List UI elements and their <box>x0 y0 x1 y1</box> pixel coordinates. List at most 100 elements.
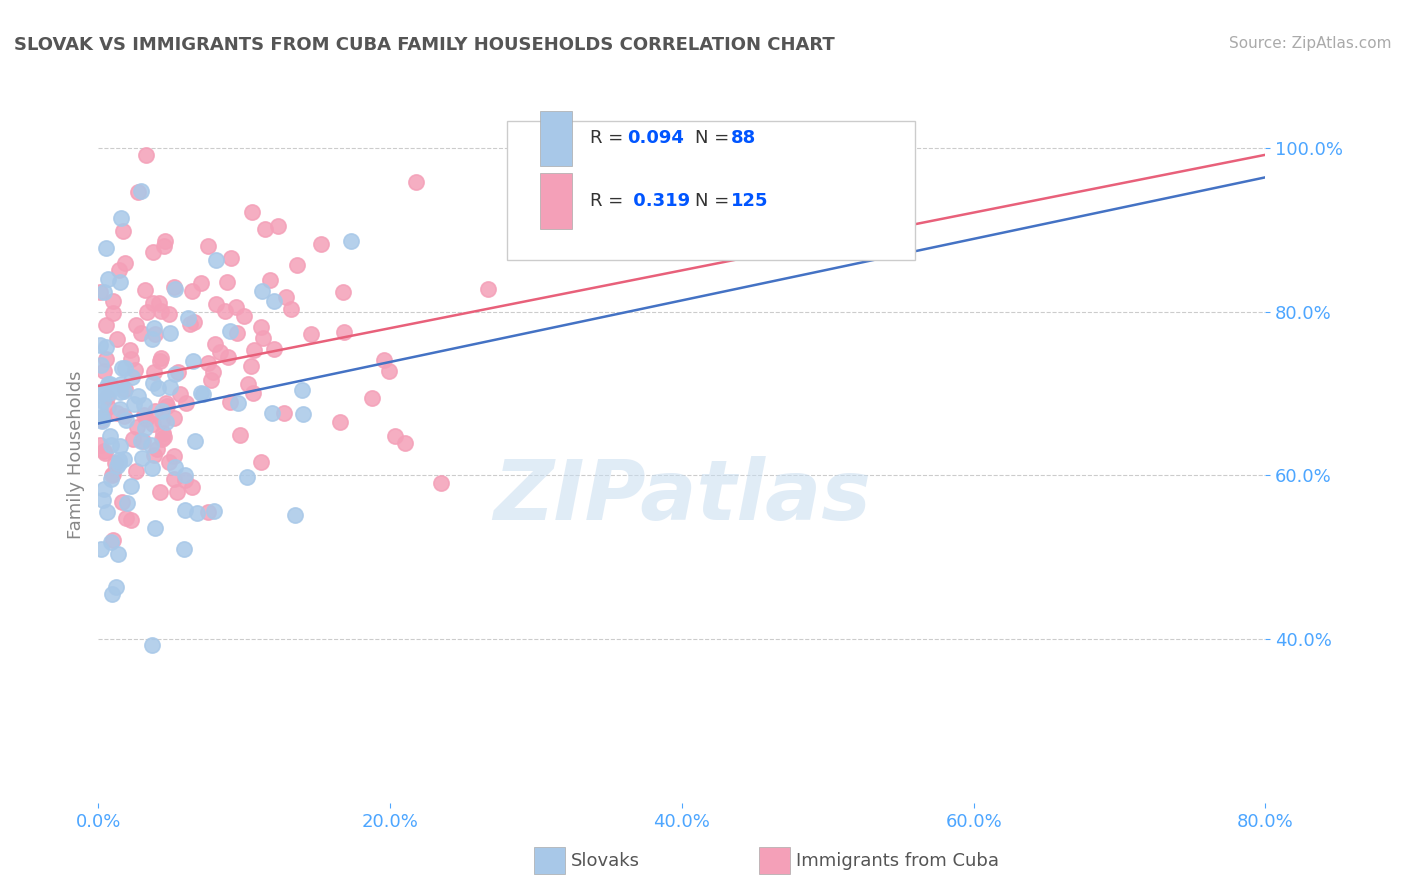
Point <box>114 413 136 427</box>
Point <box>477 282 499 296</box>
Point <box>184 434 207 449</box>
Point <box>169 387 191 401</box>
Point <box>105 406 128 420</box>
Point <box>129 184 152 198</box>
Point <box>152 425 174 440</box>
Point <box>142 244 165 259</box>
Text: N =: N = <box>695 192 735 210</box>
Point <box>94 241 117 255</box>
Point <box>225 300 247 314</box>
Point <box>131 450 153 465</box>
Text: Source: ZipAtlas.com: Source: ZipAtlas.com <box>1229 36 1392 51</box>
Point <box>135 411 157 425</box>
Point <box>108 439 131 453</box>
Point <box>121 369 143 384</box>
Point <box>150 404 173 418</box>
Point <box>100 472 122 486</box>
Point <box>101 306 124 320</box>
Point <box>291 407 314 421</box>
Point <box>183 315 205 329</box>
Point <box>191 387 214 401</box>
Point <box>108 276 131 290</box>
Point <box>111 360 134 375</box>
Point <box>263 342 285 356</box>
Point <box>96 380 118 394</box>
Point <box>93 482 115 496</box>
Point <box>149 484 172 499</box>
Point <box>139 438 162 452</box>
Point <box>114 511 136 525</box>
Point <box>179 317 201 331</box>
Point <box>107 547 129 561</box>
Point <box>114 382 136 396</box>
Point <box>163 280 186 294</box>
Point <box>104 581 127 595</box>
Point <box>89 437 111 451</box>
Point <box>378 364 401 378</box>
Point <box>153 239 176 253</box>
Point <box>103 533 125 547</box>
Point <box>100 438 122 452</box>
Point <box>143 365 166 379</box>
Text: SLOVAK VS IMMIGRANTS FROM CUBA FAMILY HOUSEHOLDS CORRELATION CHART: SLOVAK VS IMMIGRANTS FROM CUBA FAMILY HO… <box>14 36 835 54</box>
Point <box>181 480 204 494</box>
Point <box>166 484 188 499</box>
FancyBboxPatch shape <box>508 121 915 260</box>
Point <box>120 478 142 492</box>
Point <box>181 284 204 298</box>
Point <box>394 436 416 450</box>
Point <box>101 467 124 482</box>
Point <box>200 373 222 387</box>
Point <box>229 428 252 442</box>
Point <box>177 310 200 325</box>
Point <box>163 282 186 296</box>
Point <box>90 414 112 428</box>
Point <box>233 310 256 324</box>
Bar <box>540 173 572 229</box>
Point <box>141 638 163 652</box>
Point <box>97 377 120 392</box>
Point <box>259 273 281 287</box>
Point <box>127 185 149 199</box>
Point <box>91 492 114 507</box>
Point <box>100 534 122 549</box>
Point <box>125 464 148 478</box>
Point <box>94 352 117 367</box>
Text: Immigrants from Cuba: Immigrants from Cuba <box>796 852 998 870</box>
Point <box>91 384 114 398</box>
Point <box>190 277 212 291</box>
Bar <box>540 111 572 166</box>
Point <box>155 415 177 429</box>
Point <box>252 331 274 345</box>
Y-axis label: Family Households: Family Households <box>66 371 84 539</box>
Point <box>145 404 167 418</box>
Point <box>136 305 159 319</box>
Point <box>163 472 186 486</box>
Text: R =: R = <box>589 129 628 147</box>
Point <box>240 205 263 219</box>
Point <box>429 476 451 491</box>
Point <box>163 450 186 464</box>
Point <box>239 359 262 373</box>
Point <box>204 336 226 351</box>
Point <box>250 455 273 469</box>
Point <box>204 252 226 267</box>
Point <box>114 256 136 270</box>
Point <box>236 470 259 484</box>
Point <box>148 295 170 310</box>
Point <box>91 410 114 425</box>
Point <box>89 285 111 300</box>
Point <box>167 365 190 379</box>
Point <box>243 343 266 357</box>
Point <box>153 234 176 248</box>
Point <box>122 397 145 411</box>
Point <box>159 326 181 341</box>
Point <box>132 434 155 449</box>
Point <box>112 384 135 398</box>
Point <box>197 356 219 370</box>
Point <box>122 432 145 446</box>
Point <box>202 364 225 378</box>
Text: Slovaks: Slovaks <box>571 852 640 870</box>
Point <box>174 395 197 409</box>
Point <box>90 541 112 556</box>
